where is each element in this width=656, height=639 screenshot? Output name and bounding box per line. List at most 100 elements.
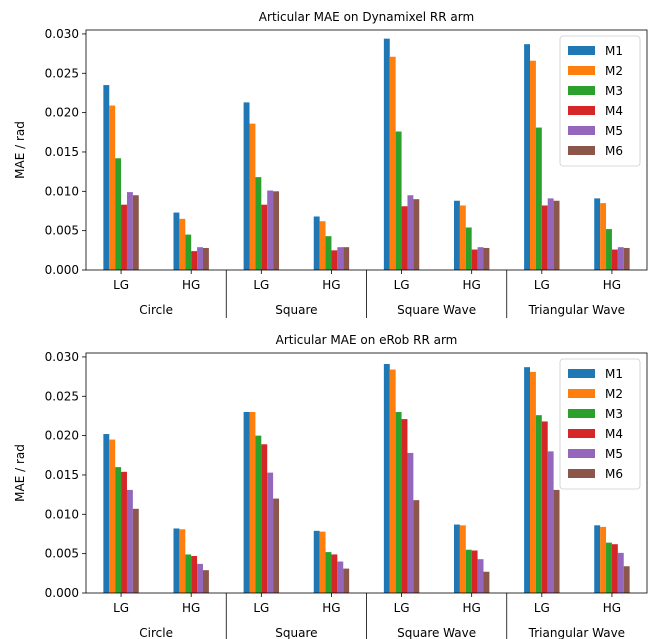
bar-m1-7	[524, 44, 531, 270]
legend: M1 M2 M3 M4 M5 M6	[559, 35, 641, 167]
bar-m2-4	[319, 221, 326, 270]
plot-frame	[85, 29, 648, 271]
x-tick-label: LG	[253, 601, 269, 615]
bar-m4-2	[191, 251, 198, 270]
bar-m2-5	[389, 56, 396, 271]
bar-m3-6	[465, 549, 472, 593]
bar-m6-2	[202, 247, 209, 270]
x-tick-label: HG	[322, 278, 340, 292]
plot-frame	[85, 352, 648, 594]
group-label: Triangular Wave	[528, 303, 625, 317]
bar-m1-6	[453, 200, 460, 270]
bar-m1-2	[173, 212, 180, 270]
bar-m1-1	[103, 434, 110, 593]
bar-m5-3	[267, 472, 274, 593]
bar-m1-3	[243, 412, 250, 593]
group-label: Square	[275, 303, 317, 317]
y-tick-label: 0.010	[45, 184, 79, 198]
bar-m5-5	[407, 452, 414, 593]
bar-m5-4	[337, 247, 344, 270]
bar-m1-3	[243, 102, 250, 271]
y-tick-label: 0.030	[45, 27, 79, 41]
bar-m6-3	[273, 191, 280, 270]
bar-m1-8	[594, 198, 601, 270]
bar-m3-2	[185, 554, 192, 593]
group-label: Square	[275, 626, 317, 639]
legend-entry: M5	[605, 447, 623, 461]
chart-title: Articular MAE on Dynamixel RR arm	[259, 10, 474, 24]
bar-m5-1	[126, 489, 133, 593]
bar-m5-7	[547, 451, 554, 593]
bar-m5-2	[197, 247, 203, 270]
bar-m3-5	[395, 131, 402, 270]
bar-m1-2	[173, 528, 180, 593]
bar-m2-3	[249, 123, 256, 270]
bar-m2-4	[319, 531, 326, 593]
legend-entry: M4	[605, 104, 623, 118]
legend-swatch-m1	[568, 46, 595, 55]
bar-m4-6	[471, 249, 478, 270]
bar-m5-1	[126, 192, 133, 270]
legend-entry: M2	[605, 387, 623, 401]
bar-m3-8	[606, 542, 612, 593]
bar-m4-2	[191, 556, 198, 593]
bar-m6-8	[623, 566, 630, 593]
x-tick-label: HG	[463, 278, 481, 292]
bar-m6-5	[413, 500, 420, 593]
bar-m2-6	[459, 525, 466, 593]
bar-m3-4	[325, 552, 332, 593]
y-tick-label: 0.015	[45, 145, 79, 159]
legend-swatch-m4	[568, 106, 595, 115]
x-tick-label: LG	[394, 601, 410, 615]
bar-m2-2	[179, 218, 186, 270]
bar-m4-6	[471, 550, 478, 593]
bar-m4-4	[331, 554, 338, 593]
y-tick-label: 0.000	[45, 263, 79, 277]
x-tick-label: HG	[322, 601, 340, 615]
bar-m5-5	[407, 195, 414, 270]
legend-swatch-m6	[568, 146, 595, 155]
legend-entry: M6	[605, 467, 623, 481]
bar-m2-7	[530, 371, 536, 593]
y-tick-label: 0.005	[45, 547, 79, 561]
bar-m6-5	[413, 199, 420, 270]
legend: M1 M2 M3 M4 M5 M6	[559, 358, 641, 490]
bar-m4-7	[541, 421, 548, 593]
bar-m1-5	[383, 364, 390, 593]
bar-m1-4	[313, 530, 320, 593]
legend-entry: M1	[605, 44, 623, 58]
bar-m6-4	[343, 247, 350, 270]
chart-panel-1: Articular MAE on Dynamixel RR arm MAE / r…	[13, 10, 648, 318]
bar-m2-1	[109, 439, 116, 593]
bar-m3-1	[115, 467, 122, 593]
legend-entry: M3	[605, 407, 623, 421]
bar-m2-8	[600, 526, 607, 593]
legend-entry: M2	[605, 64, 623, 78]
bar-m4-8	[611, 544, 618, 593]
bar-m5-7	[547, 198, 554, 270]
x-tick-label: HG	[603, 601, 621, 615]
group-label: Square Wave	[397, 626, 476, 639]
y-axis-label: MAE / rad	[13, 444, 27, 502]
chart-title: Articular MAE on eRob RR arm	[276, 333, 458, 347]
legend-swatch-m4	[568, 429, 595, 438]
group-label: Triangular Wave	[528, 626, 625, 639]
legend-entry: M3	[605, 84, 623, 98]
legend-swatch-m2	[568, 389, 595, 398]
bar-m1-1	[103, 85, 110, 270]
x-tick-label: LG	[113, 278, 129, 292]
group-label: Circle	[139, 303, 173, 317]
bar-m4-5	[401, 206, 408, 270]
bar-m5-8	[617, 552, 624, 593]
bar-m3-3	[255, 435, 262, 593]
legend-swatch-m1	[568, 369, 595, 378]
y-tick-label: 0.000	[45, 586, 79, 600]
bar-m4-3	[261, 444, 268, 593]
group-label: Square Wave	[397, 303, 476, 317]
bar-m5-6	[477, 559, 484, 593]
legend-entry: M1	[605, 367, 623, 381]
bar-m2-7	[530, 60, 536, 271]
bar-m6-3	[273, 498, 280, 593]
legend-swatch-m6	[568, 469, 595, 478]
